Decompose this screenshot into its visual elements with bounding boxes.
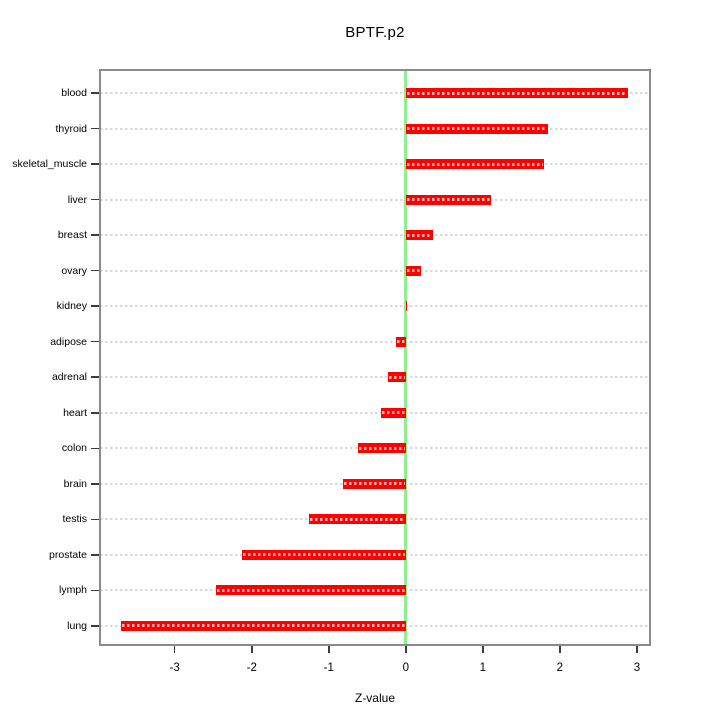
zero-line — [404, 70, 408, 645]
bar-dash-overlay — [359, 446, 405, 450]
x-tick — [482, 645, 484, 653]
gridline — [100, 305, 650, 308]
y-tick — [91, 127, 100, 130]
y-tick — [91, 305, 100, 307]
bar — [405, 159, 545, 170]
y-tick-label: blood — [61, 87, 87, 99]
x-tick — [251, 645, 253, 653]
bar — [215, 585, 406, 596]
bar — [405, 265, 422, 276]
bar-dash-overlay — [406, 127, 548, 131]
bar — [388, 372, 406, 383]
y-tick-label: heart — [63, 406, 87, 419]
x-tick-label: 3 — [633, 662, 641, 674]
bar-dash-overlay — [406, 269, 421, 273]
x-tick — [405, 645, 407, 653]
x-tick-label: 2 — [556, 662, 564, 674]
bar — [381, 407, 406, 418]
bar — [405, 230, 433, 241]
bar — [241, 549, 406, 560]
y-tick-label: thyroid — [55, 122, 87, 135]
y-tick-label: adipose — [50, 335, 87, 348]
y-tick-label: kidney — [56, 300, 87, 313]
y-tick — [91, 163, 100, 165]
bar-dash-overlay — [343, 482, 405, 486]
x-tick — [173, 645, 176, 653]
y-tick — [91, 340, 100, 343]
y-tick — [91, 483, 100, 485]
y-tick-label: prostate — [49, 548, 87, 561]
gridline — [100, 163, 650, 166]
gridline — [100, 234, 650, 237]
bar-dash-overlay — [309, 517, 405, 521]
y-tick-label: brain — [63, 477, 87, 490]
y-tick — [91, 269, 100, 272]
bar — [405, 88, 628, 98]
y-tick — [91, 92, 100, 94]
y-tick — [91, 376, 100, 378]
bar-dash-overlay — [389, 375, 405, 379]
y-tick — [91, 625, 100, 627]
x-tick-label: 1 — [479, 662, 487, 674]
y-tick-label: lymph — [58, 584, 87, 597]
bar-dash-overlay — [242, 553, 405, 557]
x-tick-label: -3 — [169, 662, 180, 674]
y-tick-label: colon — [61, 442, 87, 455]
gridline — [100, 127, 650, 130]
y-tick — [91, 234, 100, 236]
y-tick-label: skeletal_muscle — [12, 158, 87, 171]
bar — [342, 478, 406, 489]
bar — [405, 123, 549, 134]
y-tick-label: ovary — [61, 264, 87, 277]
gridline — [100, 340, 650, 343]
y-tick-label: breast — [57, 229, 87, 242]
gridline — [100, 269, 650, 272]
bar — [405, 301, 408, 312]
bar — [120, 620, 406, 631]
y-tick — [91, 518, 100, 521]
y-tick-label: liver — [67, 193, 87, 206]
y-tick — [91, 589, 100, 592]
gridline — [100, 376, 650, 379]
x-tick-label: -2 — [246, 662, 257, 674]
x-tick-label: -1 — [323, 662, 334, 674]
y-tick-label: lung — [67, 619, 87, 632]
gridline — [100, 92, 650, 94]
bar-dash-overlay — [406, 198, 490, 202]
chart-title: BPTF.p2 — [345, 24, 405, 41]
gridline — [100, 198, 650, 201]
gridline — [100, 411, 650, 414]
bar — [308, 514, 406, 525]
bar-dash-overlay — [406, 91, 627, 95]
x-tick-label: 0 — [402, 662, 409, 674]
y-tick — [91, 554, 100, 556]
bar — [358, 443, 406, 454]
y-tick-label: adrenal — [51, 371, 87, 384]
bar-dash-overlay — [396, 340, 405, 344]
bar — [395, 336, 406, 347]
bar — [405, 194, 491, 205]
x-tick — [328, 645, 330, 653]
bar-dash-overlay — [406, 233, 432, 237]
y-tick — [91, 412, 100, 414]
bar-dash-overlay — [121, 624, 405, 628]
y-tick — [91, 198, 100, 201]
x-tick — [559, 645, 561, 653]
bar-dash-overlay — [382, 411, 405, 415]
x-axis-label: Z-value — [354, 691, 395, 705]
y-tick — [91, 447, 100, 450]
y-tick-label: testis — [62, 513, 87, 526]
x-tick — [636, 645, 638, 653]
bar-dash-overlay — [216, 588, 405, 592]
bar-dash-overlay — [406, 162, 544, 166]
